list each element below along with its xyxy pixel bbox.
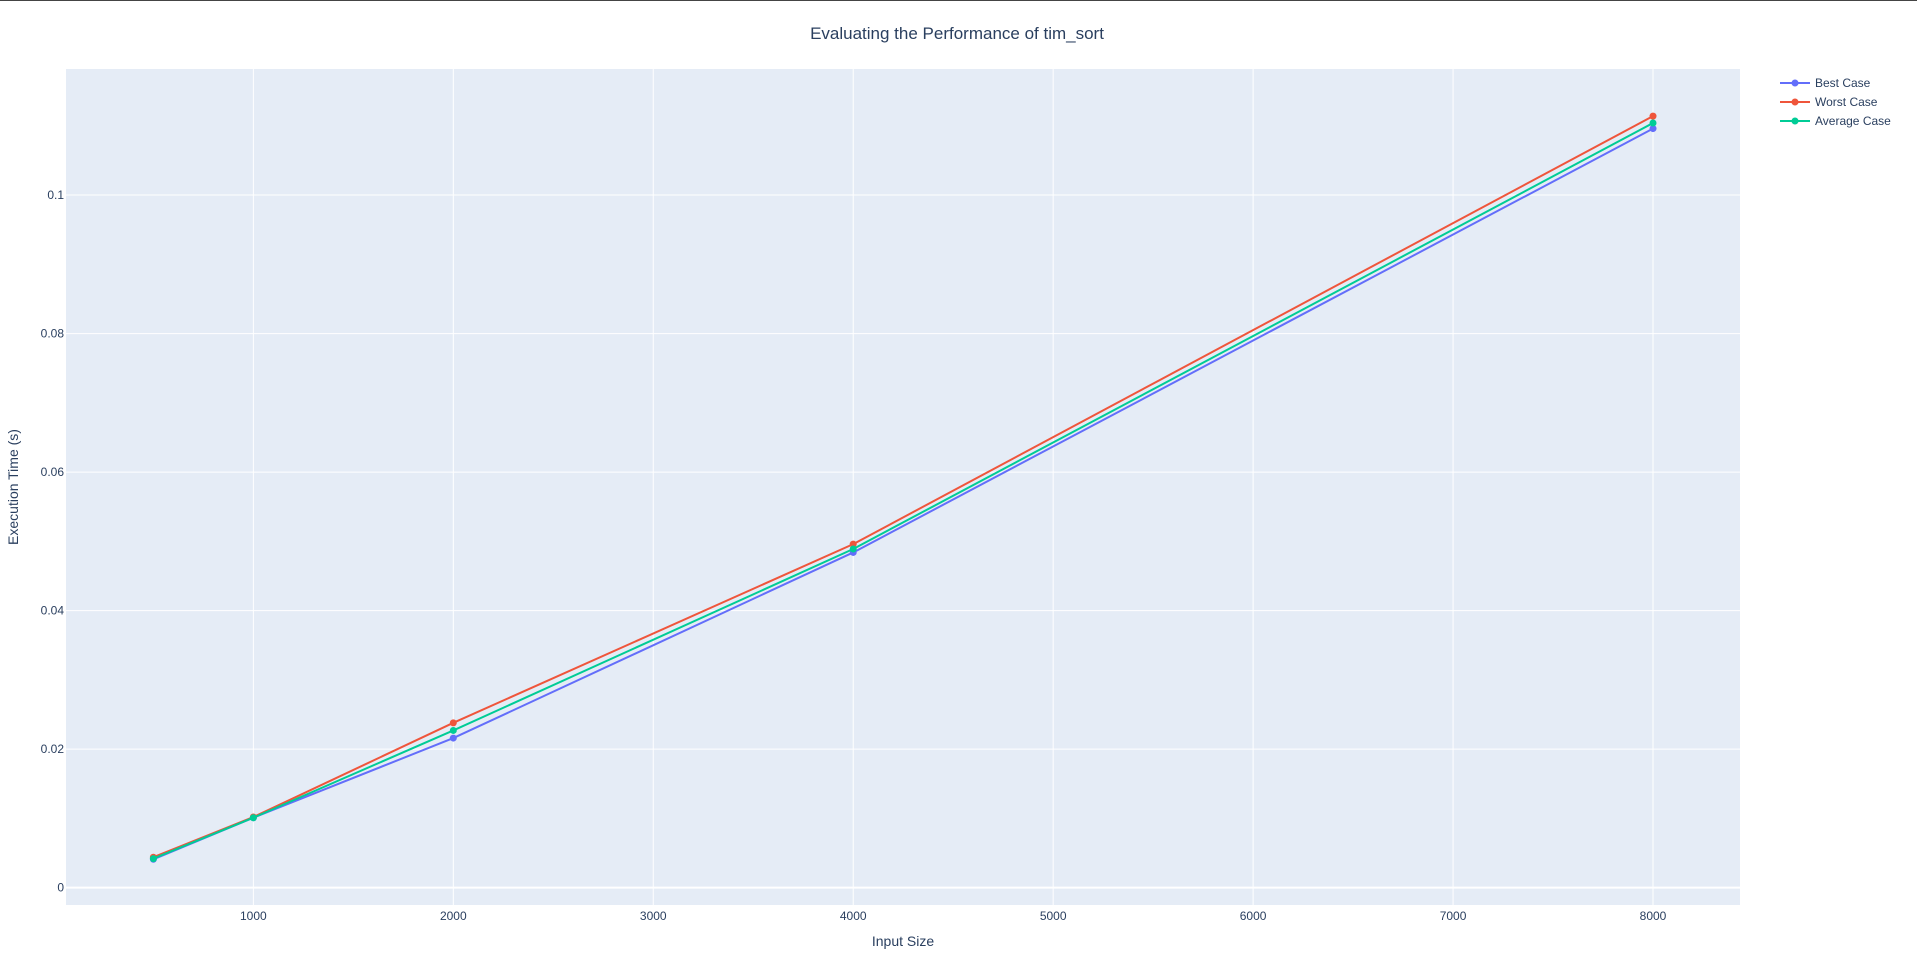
data-point[interactable] xyxy=(449,719,457,727)
x-tick-label: 4000 xyxy=(840,909,867,923)
data-point[interactable] xyxy=(149,855,157,863)
top-border xyxy=(0,0,1917,1)
legend-item-best-case[interactable]: Best Case xyxy=(1780,76,1871,90)
data-point[interactable] xyxy=(849,545,857,553)
y-tick-label: 0.1 xyxy=(47,188,64,202)
data-point[interactable] xyxy=(1649,112,1657,120)
y-tick-label: 0.06 xyxy=(41,465,65,479)
series-average-case[interactable] xyxy=(149,119,1657,863)
legend-item-worst-case[interactable]: Worst Case xyxy=(1780,95,1878,109)
legend-item-average-case[interactable]: Average Case xyxy=(1780,114,1891,128)
x-tick-label: 8000 xyxy=(1640,909,1667,923)
x-tick-label: 1000 xyxy=(240,909,267,923)
plot-area xyxy=(66,69,1740,905)
data-point[interactable] xyxy=(849,540,857,548)
data-point[interactable] xyxy=(249,814,257,822)
legend-label: Average Case xyxy=(1815,114,1891,128)
x-axis-title: Input Size xyxy=(872,933,934,949)
data-point[interactable] xyxy=(1649,125,1657,133)
y-tick-label: 0 xyxy=(57,881,64,895)
legend[interactable]: Best Case Worst Case Average Case xyxy=(1780,76,1891,128)
x-tick-label: 3000 xyxy=(640,909,667,923)
y-tick-label: 0.02 xyxy=(41,742,65,756)
data-point[interactable] xyxy=(1649,119,1657,127)
legend-marker xyxy=(1791,79,1799,87)
y-gridlines xyxy=(66,194,1740,889)
legend-marker xyxy=(1791,117,1799,125)
x-tick-label: 7000 xyxy=(1440,909,1467,923)
chart-title: Evaluating the Performance of tim_sort xyxy=(810,24,1104,43)
x-tick-label: 6000 xyxy=(1240,909,1267,923)
series-layer xyxy=(149,112,1657,863)
x-tick-label: 2000 xyxy=(440,909,467,923)
legend-marker xyxy=(1791,98,1799,106)
legend-label: Best Case xyxy=(1815,76,1871,90)
x-tick-label: 5000 xyxy=(1040,909,1067,923)
y-tick-label: 0.04 xyxy=(41,604,65,618)
data-point[interactable] xyxy=(449,734,457,742)
y-tick-label: 0.08 xyxy=(41,327,65,341)
y-axis-title: Execution Time (s) xyxy=(5,429,21,545)
y-tick-labels: 0 0.02 0.04 0.06 0.08 0.1 xyxy=(41,188,65,895)
x-gridlines xyxy=(252,69,1654,905)
x-tick-labels: 1000 2000 3000 4000 5000 6000 7000 8000 xyxy=(240,909,1667,923)
data-point[interactable] xyxy=(449,726,457,734)
legend-label: Worst Case xyxy=(1815,95,1878,109)
